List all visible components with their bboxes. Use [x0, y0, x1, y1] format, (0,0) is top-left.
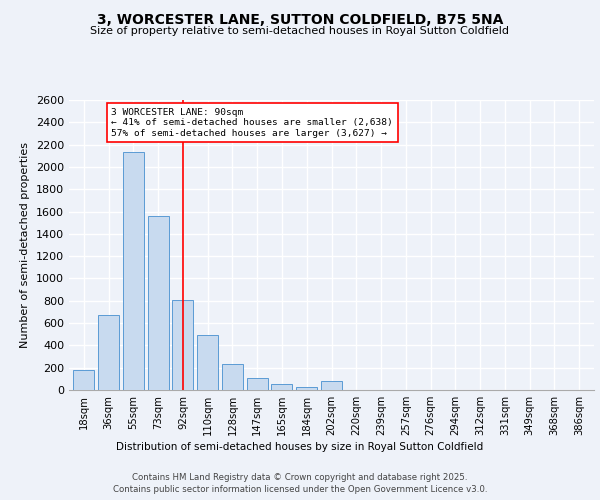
Bar: [222, 364, 243, 390]
Bar: [321, 380, 342, 390]
Text: Distribution of semi-detached houses by size in Royal Sutton Coldfield: Distribution of semi-detached houses by …: [116, 442, 484, 452]
Text: 3 WORCESTER LANE: 90sqm
← 41% of semi-detached houses are smaller (2,638)
57% of: 3 WORCESTER LANE: 90sqm ← 41% of semi-de…: [112, 108, 393, 138]
Bar: [197, 336, 218, 390]
Bar: [172, 300, 193, 390]
Bar: [123, 152, 144, 390]
Y-axis label: Number of semi-detached properties: Number of semi-detached properties: [20, 142, 31, 348]
Bar: [247, 378, 268, 390]
Text: Size of property relative to semi-detached houses in Royal Sutton Coldfield: Size of property relative to semi-detach…: [91, 26, 509, 36]
Text: Contains HM Land Registry data © Crown copyright and database right 2025.: Contains HM Land Registry data © Crown c…: [132, 472, 468, 482]
Text: 3, WORCESTER LANE, SUTTON COLDFIELD, B75 5NA: 3, WORCESTER LANE, SUTTON COLDFIELD, B75…: [97, 12, 503, 26]
Bar: [73, 370, 94, 390]
Bar: [98, 316, 119, 390]
Text: Contains public sector information licensed under the Open Government Licence v3: Contains public sector information licen…: [113, 485, 487, 494]
Bar: [296, 386, 317, 390]
Bar: [271, 384, 292, 390]
Bar: [148, 216, 169, 390]
